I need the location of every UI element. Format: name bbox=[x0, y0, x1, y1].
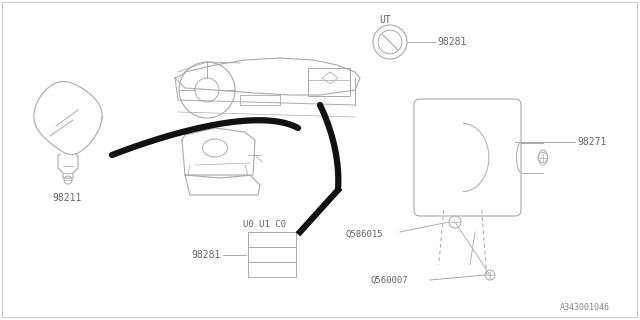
Text: U0 U1 C0: U0 U1 C0 bbox=[243, 220, 286, 228]
Text: 98211: 98211 bbox=[52, 193, 81, 203]
Text: Q560007: Q560007 bbox=[370, 276, 408, 284]
Text: A343001046: A343001046 bbox=[560, 303, 610, 313]
Text: 98281: 98281 bbox=[191, 250, 221, 260]
Text: Q586015: Q586015 bbox=[345, 229, 383, 238]
Text: UT: UT bbox=[379, 15, 391, 25]
Bar bbox=[308, 68, 350, 96]
Text: 98271: 98271 bbox=[577, 137, 606, 147]
Text: 98281: 98281 bbox=[437, 37, 467, 47]
